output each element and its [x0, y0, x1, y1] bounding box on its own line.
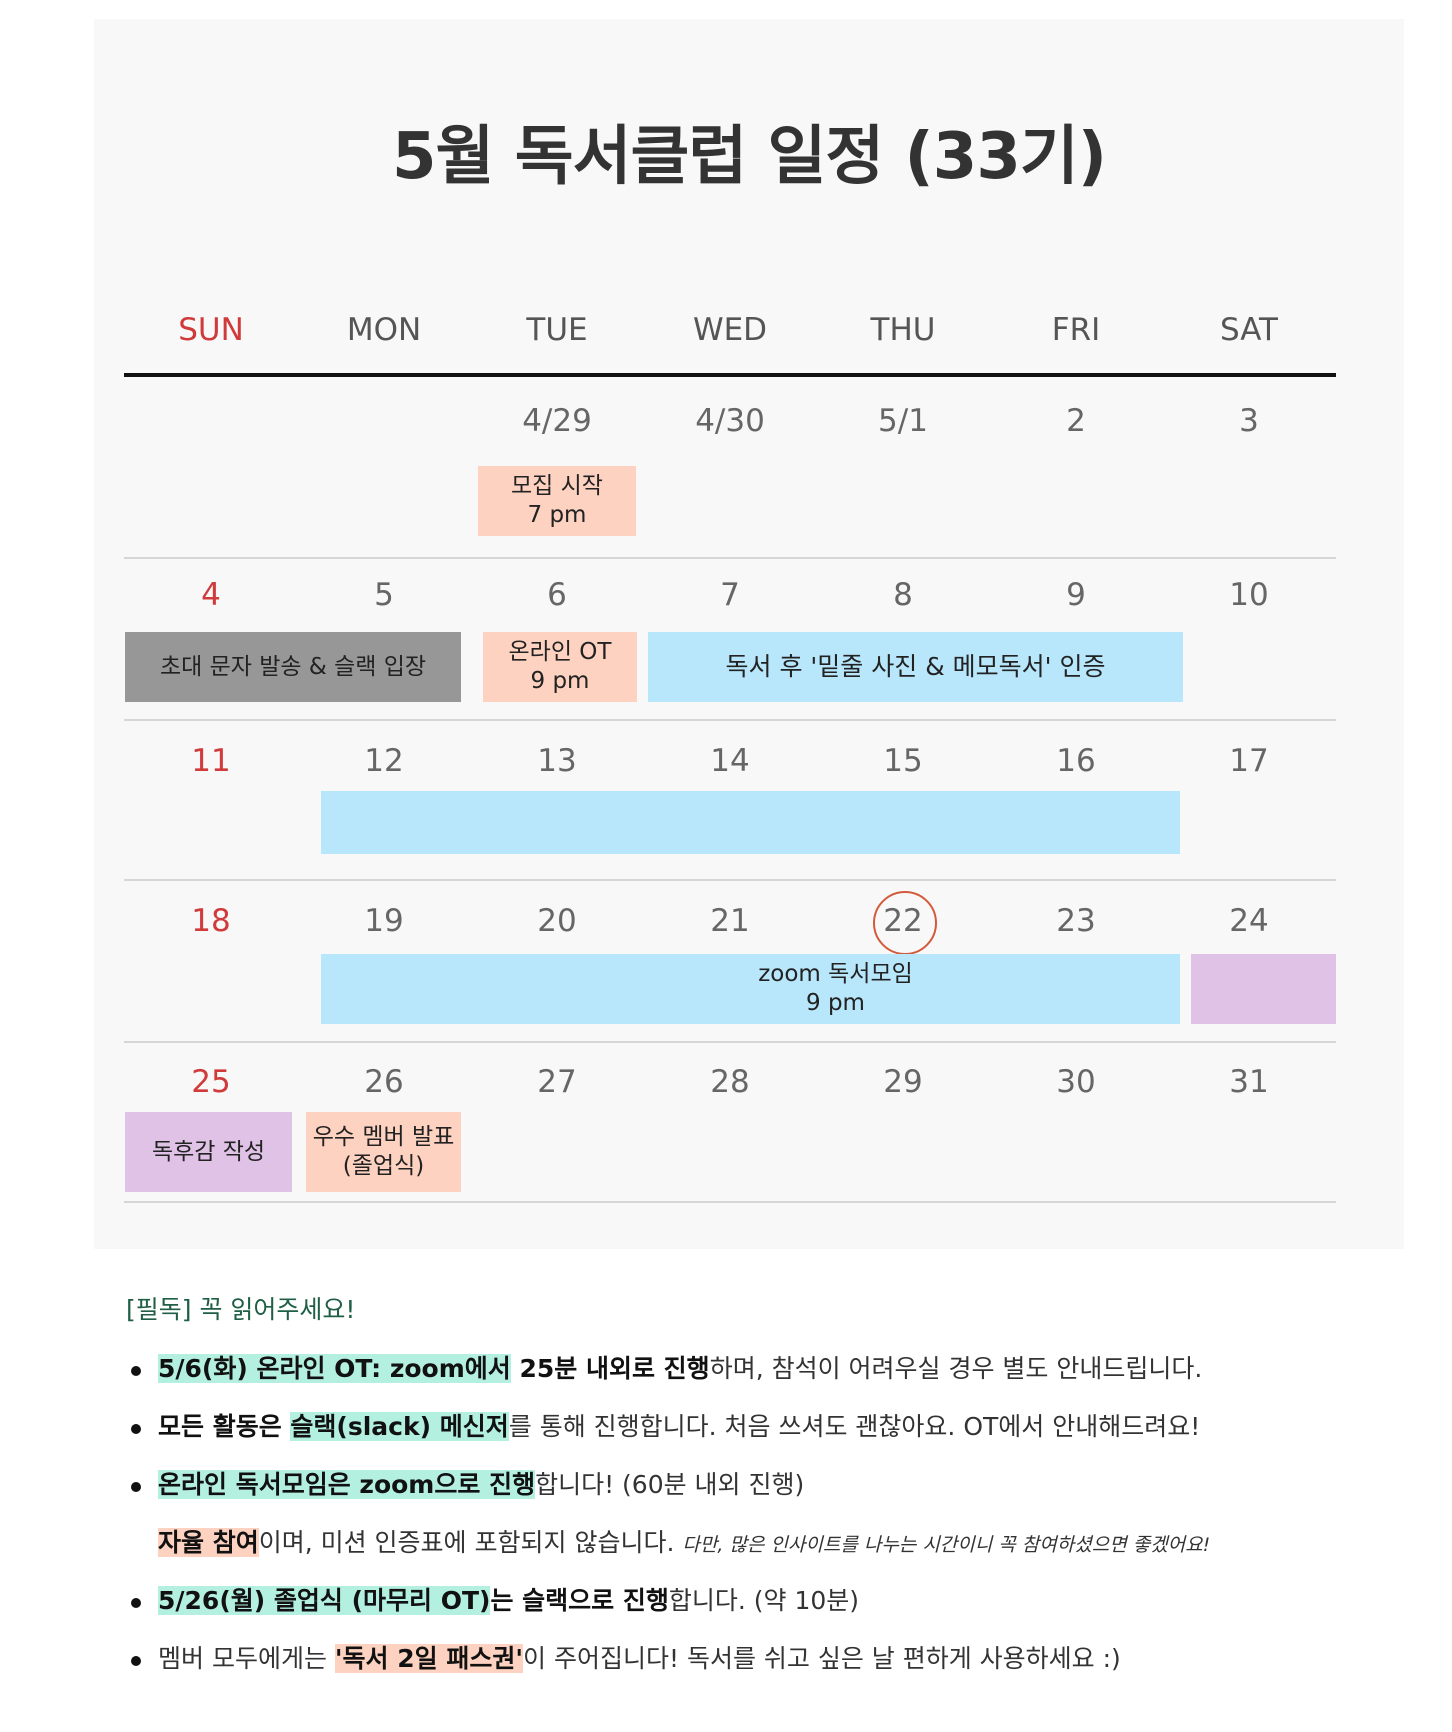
event-zoom-time: 9 pm	[806, 990, 865, 1016]
page-title: 5월 독서클럽 일정 (33기)	[392, 120, 1107, 194]
date-cell: 9	[1066, 577, 1086, 613]
event-reading-cert-title: 독서 후 '밑줄 사진 & 메모독서' 인증	[725, 652, 1106, 682]
event-recruit-start: 모집 시작 7 pm	[478, 466, 636, 536]
row-divider	[124, 1041, 1336, 1043]
note-highlight: 5/6(화) 온라인 OT: zoom에서	[158, 1354, 511, 1383]
date-cell: 2	[1066, 403, 1086, 439]
note-bold: 모든 활동은	[158, 1412, 291, 1441]
note-text: 멤버 모두에게는	[158, 1644, 335, 1673]
event-recruit-time: 7 pm	[527, 502, 587, 528]
date-cell: 29	[883, 1064, 923, 1100]
event-invite-slack: 초대 문자 발송 & 슬랙 입장	[125, 632, 461, 702]
date-cell: 4/29	[522, 403, 592, 439]
note-item: 5/6(화) 온라인 OT: zoom에서 25분 내외로 진행하며, 참석이 …	[126, 1352, 1416, 1410]
bullet-icon	[131, 1482, 141, 1492]
date-cell: 11	[191, 743, 231, 779]
note-bold: 25분 내외로 진행	[510, 1354, 710, 1383]
event-online-ot-time: 9 pm	[530, 668, 590, 694]
notes-title: [필독] 꼭 읽어주세요!	[126, 1295, 356, 1324]
note-item: 모든 활동은 슬랙(slack) 메신저를 통해 진행합니다. 처음 쓰셔도 괜…	[126, 1410, 1416, 1468]
event-zoom-title: zoom 독서모임	[758, 961, 913, 988]
bullet-icon	[131, 1598, 141, 1608]
note-highlight: '독서 2일 패스권'	[334, 1644, 524, 1673]
event-graduation-sub: (졸업식)	[342, 1153, 425, 1179]
date-cell: 3	[1239, 403, 1259, 439]
date-cell: 13	[537, 743, 577, 779]
date-cell: 28	[710, 1064, 750, 1100]
note-highlight: 5/26(월) 졸업식 (마무리 OT)	[158, 1586, 491, 1615]
note-highlight: 자율 참여	[158, 1528, 259, 1557]
note-item: 5/26(월) 졸업식 (마무리 OT)는 슬랙으로 진행합니다. (약 10분…	[126, 1584, 1416, 1642]
event-review-writing: 독후감 작성	[125, 1112, 292, 1192]
row-divider	[124, 719, 1336, 721]
event-review-title: 독후감 작성	[151, 1138, 266, 1165]
date-cell: 18	[191, 903, 231, 939]
note-text: 이 주어집니다! 독서를 쉬고 싶은 날 편하게 사용하세요 :)	[523, 1644, 1121, 1673]
date-cell: 12	[364, 743, 404, 779]
event-zoom-meeting: zoom 독서모임 9 pm	[321, 954, 1180, 1024]
date-cell: 4	[201, 577, 221, 613]
note-text: 합니다! (60분 내외 진행)	[535, 1470, 805, 1499]
note-highlight: 슬랙(slack) 메신저	[290, 1412, 509, 1441]
note-highlight: 온라인 독서모임은 zoom으로 진행	[158, 1470, 536, 1499]
date-cell: 5	[374, 577, 394, 613]
date-cell: 21	[710, 903, 750, 939]
note-text: 하며, 참석이 어려우실 경우 별도 안내드립니다.	[709, 1354, 1203, 1383]
note-item: 온라인 독서모임은 zoom으로 진행합니다! (60분 내외 진행)	[126, 1468, 1416, 1526]
date-cell: 16	[1056, 743, 1096, 779]
notes-section: [필독] 꼭 읽어주세요! 5/6(화) 온라인 OT: zoom에서 25분 …	[126, 1290, 1416, 1700]
date-cell: 26	[364, 1064, 404, 1100]
header-divider	[124, 373, 1336, 377]
row-divider	[124, 879, 1336, 881]
date-cell: 10	[1229, 577, 1269, 613]
event-recruit-title: 모집 시작	[511, 473, 603, 500]
date-cell: 19	[364, 903, 404, 939]
event-reading-cert: 독서 후 '밑줄 사진 & 메모독서' 인증	[648, 632, 1183, 702]
weekday-sat: SAT	[1220, 312, 1278, 348]
event-reading-cert-continued	[321, 791, 1180, 854]
date-cell-highlighted: 22	[883, 903, 923, 939]
event-purple-24	[1191, 954, 1336, 1024]
event-online-ot: 온라인 OT 9 pm	[483, 632, 637, 702]
weekday-tue: TUE	[526, 312, 588, 348]
date-cell: 20	[537, 903, 577, 939]
date-cell: 7	[720, 577, 740, 613]
event-graduation: 우수 멤버 발표 (졸업식)	[306, 1112, 461, 1192]
date-cell: 17	[1229, 743, 1269, 779]
weekday-sun: SUN	[178, 312, 244, 348]
row-divider	[124, 557, 1336, 559]
date-cell: 5/1	[878, 403, 928, 439]
date-cell: 6	[547, 577, 567, 613]
event-invite-title: 초대 문자 발송 & 슬랙 입장	[159, 653, 427, 680]
date-cell: 24	[1229, 903, 1269, 939]
weekday-fri: FRI	[1051, 312, 1101, 348]
note-subitem: 자율 참여이며, 미션 인증표에 포함되지 않습니다. 다만, 많은 인사이트를…	[126, 1526, 1416, 1584]
bullet-icon	[131, 1656, 141, 1666]
weekday-wed: WED	[692, 312, 768, 348]
weekday-mon: MON	[346, 312, 422, 348]
date-cell: 31	[1229, 1064, 1269, 1100]
note-text: 합니다. (약 10분)	[668, 1586, 860, 1615]
weekday-thu: THU	[870, 312, 936, 348]
bullet-icon	[131, 1424, 141, 1434]
note-bold: 는 슬랙으로 진행	[490, 1586, 669, 1615]
bullet-icon	[131, 1366, 141, 1376]
date-cell: 8	[893, 577, 913, 613]
date-cell: 27	[537, 1064, 577, 1100]
date-cell: 14	[710, 743, 750, 779]
date-cell: 15	[883, 743, 923, 779]
date-cell: 30	[1056, 1064, 1096, 1100]
note-text: 를 통해 진행합니다. 처음 쓰셔도 괜찮아요. OT에서 안내해드려요!	[508, 1412, 1201, 1441]
note-text: 이며, 미션 인증표에 포함되지 않습니다.	[258, 1528, 683, 1557]
date-cell: 23	[1056, 903, 1096, 939]
row-divider	[124, 1201, 1336, 1203]
event-online-ot-title: 온라인 OT	[508, 639, 612, 666]
note-item: 멤버 모두에게는 '독서 2일 패스권'이 주어집니다! 독서를 쉬고 싶은 날…	[126, 1642, 1416, 1700]
date-cell: 25	[191, 1064, 231, 1100]
event-graduation-title: 우수 멤버 발표	[312, 1124, 455, 1151]
note-small-text: 다만, 많은 인사이트를 나누는 시간이니 꼭 참여하셨으면 좋겠어요!	[682, 1534, 1211, 1556]
date-cell: 4/30	[695, 403, 765, 439]
